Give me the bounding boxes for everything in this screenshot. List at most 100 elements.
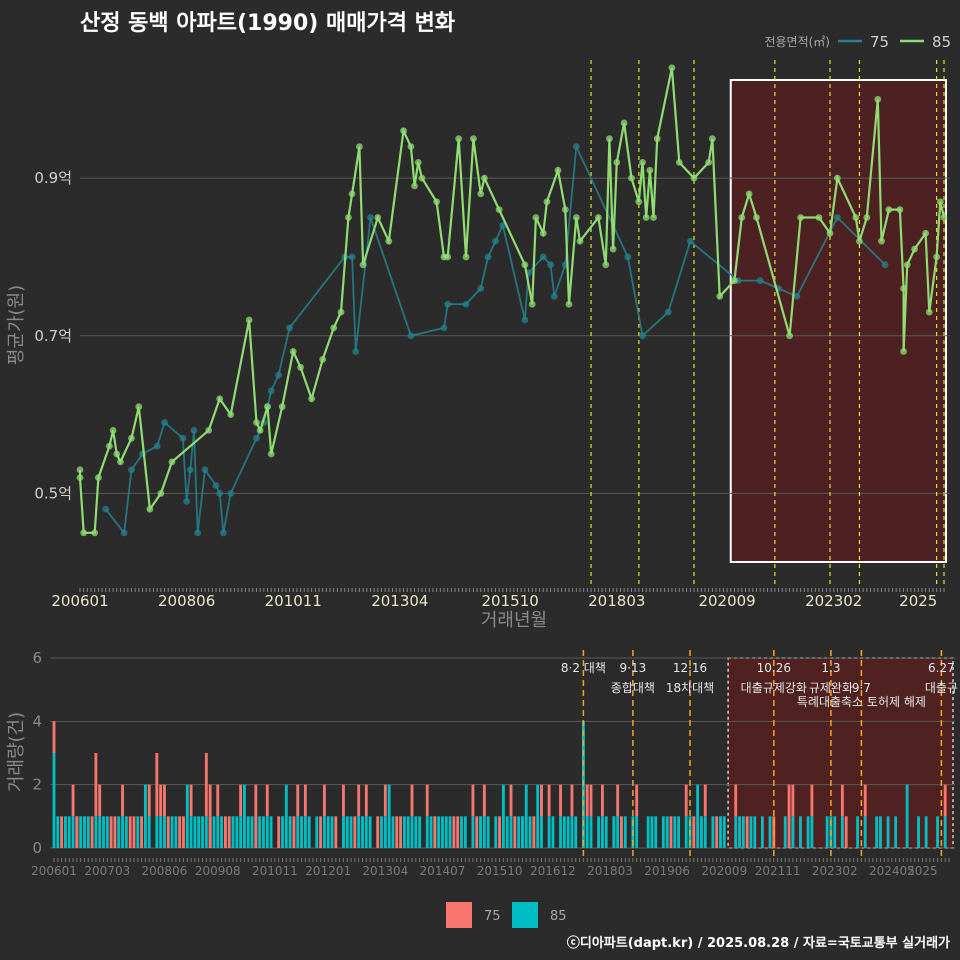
bar-85 [136,816,140,848]
bar-75 [509,784,513,817]
bar-75 [863,784,867,817]
y-axis-label-price: 평균가(원) [6,285,27,365]
bar-85 [943,816,947,848]
bar-85 [143,784,147,848]
bar-85 [315,816,319,848]
bar-75 [140,816,144,848]
x-tick-label-volume: 200703 [84,864,130,878]
bar-75 [303,784,307,817]
bar-85 [585,816,589,848]
bar-85 [650,816,654,848]
bar-85 [753,816,757,848]
bar-75 [684,784,688,817]
bar-85 [368,816,372,848]
bar-75 [208,816,212,848]
bar-85 [863,816,867,848]
x-tick-label-volume: 200601 [31,864,77,878]
bar-75 [277,816,281,848]
bar-85 [410,816,414,848]
point-85 [900,348,907,355]
x-tick-label-volume: 201510 [477,864,523,878]
bar-75 [90,816,94,848]
bar-85 [635,816,639,848]
bar-85 [307,816,311,848]
bar-85 [201,816,204,848]
legend-75-label: 75 [870,33,889,51]
volume-chart-panel: 0 2 4 6 8·2 대책 9·13 종합대책 12·16 18차대책 10.26 대출규제강화 1… [31,649,958,878]
bar-75 [620,816,623,848]
bar-85 [444,816,448,848]
bar-85 [193,816,197,848]
annotation-line1: 8·2 대책 [561,660,606,675]
bar-85 [155,816,159,848]
bar-75 [703,784,707,817]
bar-75 [189,784,193,817]
annotation-line1: 12·16 [673,661,707,675]
annotation-line2: 대출규제강화 [741,681,807,695]
bar-85 [170,816,174,848]
bar-75 [475,816,479,848]
bar-85 [856,816,860,848]
point-85 [940,214,948,221]
bar-85 [231,816,235,848]
legend-bar-75-label: 75 [484,909,501,924]
bar-75 [334,816,338,848]
series-line-85 [78,67,946,534]
bar-85 [623,816,627,848]
x-tick-label-volume: 200806 [142,864,188,878]
bar-75 [239,784,243,817]
bar-75 [52,721,56,753]
bar-85 [250,816,254,848]
bar-75 [471,784,475,817]
bar-85 [616,816,620,848]
bar-75 [513,816,517,848]
bar-75 [60,816,64,848]
point-85 [76,466,84,474]
bar-85 [63,816,67,848]
bar-85 [654,816,658,848]
bar-85 [528,816,532,848]
bar-85 [562,816,566,848]
bar-85 [189,816,193,848]
bar-85 [574,816,578,848]
bar-75 [692,816,696,848]
bar-75 [204,753,208,817]
bar-75 [208,784,212,817]
bar-85 [79,816,83,848]
bar-85 [159,816,163,848]
bar-85 [875,816,879,848]
annotation-line2: 종합대책 [611,680,655,695]
bar-85 [121,816,124,848]
bar-75 [109,816,113,848]
highlight-box [729,79,947,563]
bar-85 [204,816,208,848]
x-tick-label-volume: 201304 [362,864,408,878]
bar-75 [810,784,814,817]
bar-75 [482,784,486,817]
annotation-line1: 10.26 [757,661,791,675]
bar-85 [501,784,505,848]
bar-85 [387,784,391,848]
highlight-box-volume [727,657,954,849]
bar-85 [361,816,364,848]
bar-75 [71,784,75,817]
bar-75 [94,753,98,817]
annotation-line1: 6.27 [928,661,955,675]
bar-75 [121,784,124,817]
bar-85 [429,816,433,848]
bar-75 [532,816,536,848]
bar-75 [635,784,639,817]
bar-75 [616,784,620,817]
bar-85 [242,784,246,848]
bar-85 [86,816,90,848]
bar-75 [342,784,345,817]
bar-85 [174,816,178,848]
bar-85 [326,816,330,848]
bar-75 [745,816,749,848]
bar-85 [303,816,307,848]
bar-85 [117,816,121,848]
x-tick-label-volume: 202302 [812,864,858,878]
legend-bottom: 75 85 [446,902,567,928]
bar-85 [696,784,700,848]
